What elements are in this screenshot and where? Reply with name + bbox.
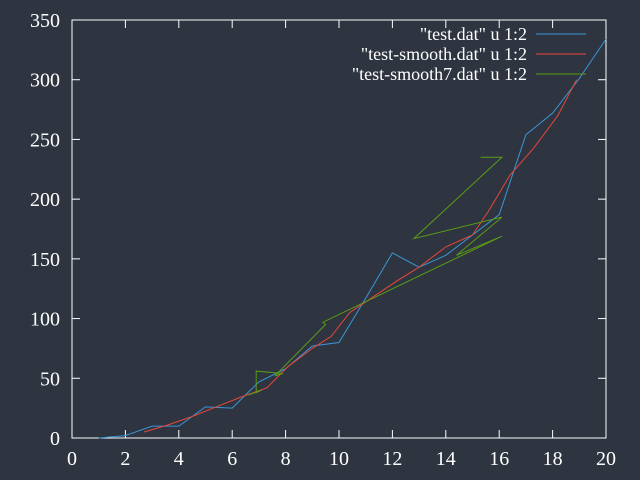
y-tick-label: 200 <box>30 189 60 211</box>
x-tick-label: 10 <box>329 448 349 470</box>
x-tick-label: 4 <box>174 448 184 470</box>
series-line-3 <box>248 156 504 396</box>
series-line-2 <box>143 79 578 433</box>
y-tick-label: 0 <box>50 428 60 450</box>
y-tick-label: 100 <box>30 309 60 331</box>
y-tick-label: 300 <box>30 70 60 92</box>
y-tick-label: 50 <box>40 368 60 390</box>
y-tick-label: 150 <box>30 249 60 271</box>
legend-label-1: "test.dat" u 1:2 <box>420 24 527 44</box>
x-tick-label: 20 <box>596 448 616 470</box>
x-tick-label: 16 <box>489 448 509 470</box>
y-tick-label: 350 <box>30 10 60 32</box>
x-tick-label: 18 <box>543 448 563 470</box>
y-tick-label: 250 <box>30 129 60 151</box>
x-tick-label: 14 <box>436 448 456 470</box>
x-tick-label: 0 <box>67 448 77 470</box>
x-tick-label: 8 <box>281 448 291 470</box>
series-lines <box>98 38 607 439</box>
legend-label-2: "test-smooth.dat" u 1:2 <box>361 44 527 64</box>
series-line-1 <box>98 38 607 439</box>
legend-label-3: "test-smooth7.dat" u 1:2 <box>352 64 527 84</box>
axis-ticks <box>71 19 607 439</box>
legend: "test.dat" u 1:2"test-smooth.dat" u 1:2"… <box>352 24 586 84</box>
x-tick-label: 12 <box>382 448 402 470</box>
x-tick-label: 2 <box>120 448 130 470</box>
x-tick-label: 6 <box>227 448 237 470</box>
